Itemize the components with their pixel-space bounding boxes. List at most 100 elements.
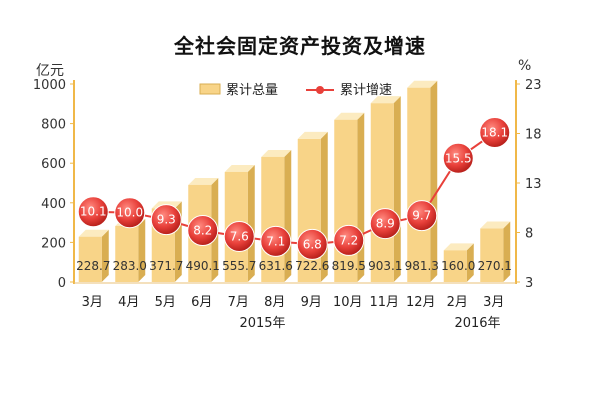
growth-value-label: 7.6 <box>230 229 249 243</box>
bar-front <box>443 250 467 282</box>
x-tick-label: 8月 <box>264 295 285 310</box>
legend: 累计总量 累计增速 <box>199 83 392 98</box>
growth-marker: 9.7 <box>406 200 438 232</box>
growth-marker-circle <box>187 215 219 247</box>
bar-value-label: 371.7 <box>149 259 183 273</box>
legend-swatch-marker <box>316 86 324 94</box>
x-tick-label: 10月 <box>333 295 363 310</box>
bar-front <box>115 225 139 282</box>
x-tick-label: 2月 <box>447 295 468 310</box>
growth-marker-circle <box>369 208 401 240</box>
bar-front <box>407 87 431 282</box>
left-tick-label: 800 <box>41 118 66 133</box>
growth-marker: 8.2 <box>187 215 219 247</box>
bar-side <box>430 80 438 282</box>
bar-value-label: 981.3 <box>405 259 439 273</box>
right-tick-label: 8 <box>525 227 533 242</box>
legend-label: 累计增速 <box>340 83 392 98</box>
legend-item-growth: 累计增速 <box>306 83 392 98</box>
growth-value-label: 9.3 <box>157 213 176 227</box>
right-tick-label: 23 <box>525 78 542 93</box>
bar-top <box>297 131 328 139</box>
axes: 0 200 400 600 800 1000 3 8 13 18 23 <box>33 78 542 291</box>
bar-top <box>443 243 474 251</box>
bar-side <box>503 221 511 282</box>
bar-value-label: 490.1 <box>186 259 220 273</box>
growth-marker-circle <box>406 200 438 232</box>
growth-marker: 7.2 <box>333 224 365 256</box>
right-tick-label: 13 <box>525 177 542 192</box>
bar-value-label: 270.1 <box>478 259 512 273</box>
growth-value-label: 6.8 <box>303 237 322 251</box>
legend-swatch-bar <box>199 83 221 95</box>
bar-value-label: 555.7 <box>222 259 256 273</box>
growth-marker: 10.0 <box>114 197 146 229</box>
growth-marker-circle <box>114 197 146 229</box>
x-axis-labels: 3月 4月 5月 6月 7月 8月 9月 10月 11月 12月 2月 3月 2015年 2016年 <box>82 295 505 331</box>
bar-labels: 228.7 283.0 371.7 490.1 555.7 631.6 722.6 819.5… <box>76 259 512 273</box>
growth-marker-circle <box>150 204 182 236</box>
left-axis-unit: 亿元 <box>36 63 64 79</box>
growth-marker: 9.3 <box>150 204 182 236</box>
bar-top <box>224 164 255 172</box>
x-tick-label: 9月 <box>301 295 322 310</box>
growth-value-label: 7.2 <box>339 233 358 247</box>
growth-marker-circle <box>442 142 474 174</box>
growth-value-label: 8.2 <box>193 224 212 238</box>
left-tick-label: 0 <box>58 276 66 291</box>
right-tick-label: 18 <box>525 128 542 143</box>
growth-marker-circle <box>296 228 328 260</box>
bar-side <box>466 243 474 282</box>
growth-marker-circle <box>479 117 511 149</box>
growth-markers: 10.1 10.0 9.3 8.2 7.6 7.1 6.8 7.2 8.9 9.7 15.5 18.1 <box>77 117 511 260</box>
bar-side <box>101 229 109 282</box>
bar <box>443 243 474 282</box>
bar-value-label: 283.0 <box>113 259 147 273</box>
bar-top <box>188 177 219 185</box>
bar-side <box>357 112 365 282</box>
growth-value-label: 18.1 <box>481 126 508 140</box>
growth-marker: 7.6 <box>223 220 255 252</box>
year-group-label: 2016年 <box>454 316 500 331</box>
bar <box>480 221 511 282</box>
growth-marker: 6.8 <box>296 228 328 260</box>
growth-marker-circle <box>77 196 109 228</box>
x-tick-label: 4月 <box>118 295 139 310</box>
growth-value-label: 15.5 <box>445 151 472 165</box>
legend-label: 累计总量 <box>226 83 278 98</box>
right-tick-label: 3 <box>525 276 533 291</box>
growth-marker-circle <box>333 224 365 256</box>
growth-value-label: 8.9 <box>376 217 395 231</box>
growth-value-label: 10.1 <box>80 205 107 219</box>
bar-top <box>334 112 365 120</box>
bar-side <box>247 164 255 282</box>
bar-side <box>393 96 401 282</box>
left-tick-label: 600 <box>41 157 66 172</box>
growth-value-label: 9.7 <box>412 209 431 223</box>
x-tick-label: 11月 <box>369 295 399 310</box>
x-tick-label: 6月 <box>191 295 212 310</box>
bar-front <box>480 228 504 282</box>
x-tick-label: 5月 <box>155 295 176 310</box>
year-group-label: 2015年 <box>239 316 285 331</box>
growth-marker: 8.9 <box>369 208 401 240</box>
bar-value-label: 228.7 <box>76 259 110 273</box>
growth-marker: 18.1 <box>479 117 511 149</box>
bar-top <box>261 149 292 157</box>
bar-value-label: 722.6 <box>295 259 329 273</box>
left-tick-label: 400 <box>41 197 66 212</box>
bar-top <box>78 229 109 237</box>
growth-marker-circle <box>223 220 255 252</box>
bar <box>407 80 438 282</box>
chart-title: 全社会固定资产投资及增速 <box>174 34 426 58</box>
bar-top <box>370 96 401 104</box>
bar-front <box>334 119 358 282</box>
bar <box>78 229 109 282</box>
bar-value-label: 903.1 <box>368 259 402 273</box>
bar <box>334 112 365 282</box>
growth-marker: 15.5 <box>442 142 474 174</box>
growth-value-label: 10.0 <box>116 206 143 220</box>
legend-item-total: 累计总量 <box>199 83 278 98</box>
bar-value-label: 631.6 <box>259 259 293 273</box>
